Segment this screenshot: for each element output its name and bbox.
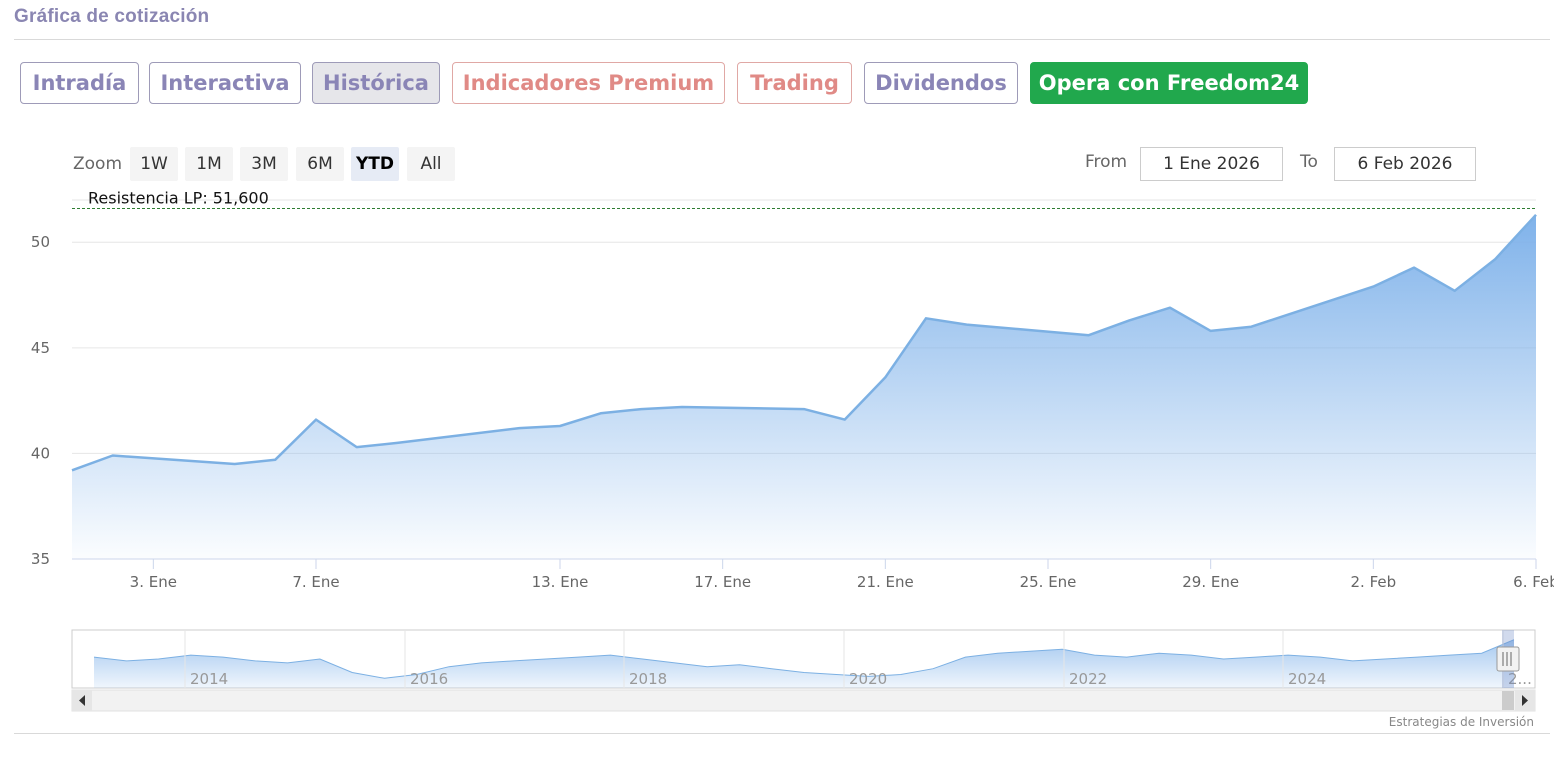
scrollbar-left-button[interactable]: [72, 690, 92, 711]
tab-interactiva[interactable]: Interactiva: [149, 62, 301, 104]
range-from-label: From: [1085, 152, 1128, 172]
zoom-1m-button[interactable]: 1M: [185, 147, 233, 181]
navigator-year-label: 2...: [1508, 670, 1532, 688]
navigator-year-label: 2020: [849, 670, 887, 688]
scrollbar-track[interactable]: [71, 689, 1536, 712]
x-tick-label: 21. Ene: [857, 573, 914, 591]
zoom-all-button[interactable]: All: [407, 147, 455, 181]
y-tick-label: 35: [31, 550, 50, 568]
chart-credit[interactable]: Estrategias de Inversión: [1389, 715, 1534, 729]
x-axis: 3. Ene 7. Ene 13. Ene 17. Ene 21. Ene 25. Ene…: [72, 558, 1554, 591]
bottom-divider: [14, 733, 1550, 734]
x-tick-label: 17. Ene: [694, 573, 751, 591]
navigator-year-label: 2024: [1288, 670, 1326, 688]
navigator-handle[interactable]: [1496, 646, 1520, 672]
navigator-year-label: 2018: [629, 670, 667, 688]
price-line: [71, 213, 1537, 472]
x-tick-label: 6. Feb: [1513, 573, 1554, 591]
zoom-1w-button[interactable]: 1W: [130, 147, 178, 181]
x-tick-label: 13. Ene: [532, 573, 589, 591]
range-to-input[interactable]: 6 Feb 2026: [1334, 147, 1476, 181]
navigator-year-label: 2014: [190, 670, 228, 688]
opera-freedom24-button[interactable]: Opera con Freedom24: [1030, 62, 1308, 104]
scrollbar-right-button[interactable]: [1515, 690, 1535, 711]
navigator[interactable]: 2014 2016 2018 2020 2022 2024 2...: [71, 629, 1536, 689]
tab-historica[interactable]: Histórica: [312, 62, 440, 104]
zoom-6m-button[interactable]: 6M: [296, 147, 344, 181]
x-tick-label: 29. Ene: [1182, 573, 1239, 591]
y-tick-label: 45: [31, 339, 50, 357]
x-tick-label: 2. Feb: [1351, 573, 1397, 591]
scroll-right-arrow-icon: [1522, 695, 1528, 706]
zoom-label: Zoom: [73, 154, 123, 174]
x-tick-label: 3. Ene: [130, 573, 177, 591]
range-from-input[interactable]: 1 Ene 2026: [1140, 147, 1283, 181]
navigator-selection: [1502, 630, 1514, 688]
navigator-scrollbar[interactable]: [71, 689, 1536, 712]
tab-dividendos[interactable]: Dividendos: [864, 62, 1018, 104]
scrollbar-thumb[interactable]: [1502, 691, 1514, 710]
chart-gridlines: [72, 199, 1536, 560]
scroll-left-arrow-icon: [79, 695, 85, 706]
navigator-year-label: 2016: [410, 670, 448, 688]
resistance-line: Resistencia LP: 51,600: [72, 188, 1536, 209]
navigator-frame: [71, 629, 1536, 689]
navigator-area: [94, 639, 1514, 688]
resistance-label: Resistencia LP: 51,600: [88, 188, 269, 207]
tab-intradia[interactable]: Intradía: [20, 62, 139, 104]
x-tick-label: 25. Ene: [1020, 573, 1077, 591]
zoom-3m-button[interactable]: 3M: [240, 147, 288, 181]
tab-indicadores-premium[interactable]: Indicadores Premium: [452, 62, 725, 104]
navigator-year-label: 2022: [1069, 670, 1107, 688]
x-tick-label: 7. Ene: [292, 573, 339, 591]
navigator-line: [93, 639, 1515, 679]
page-title: Gráfica de cotización: [14, 6, 210, 27]
range-to-label: To: [1300, 152, 1318, 172]
price-area: [72, 214, 1536, 560]
title-divider: [14, 39, 1550, 40]
price-series: [71, 213, 1537, 560]
y-tick-label: 40: [31, 444, 50, 462]
y-axis: 35 40 45 50: [31, 233, 50, 568]
zoom-ytd-button[interactable]: YTD: [351, 147, 399, 181]
tab-trading[interactable]: Trading: [737, 62, 852, 104]
y-tick-label: 50: [31, 233, 50, 251]
